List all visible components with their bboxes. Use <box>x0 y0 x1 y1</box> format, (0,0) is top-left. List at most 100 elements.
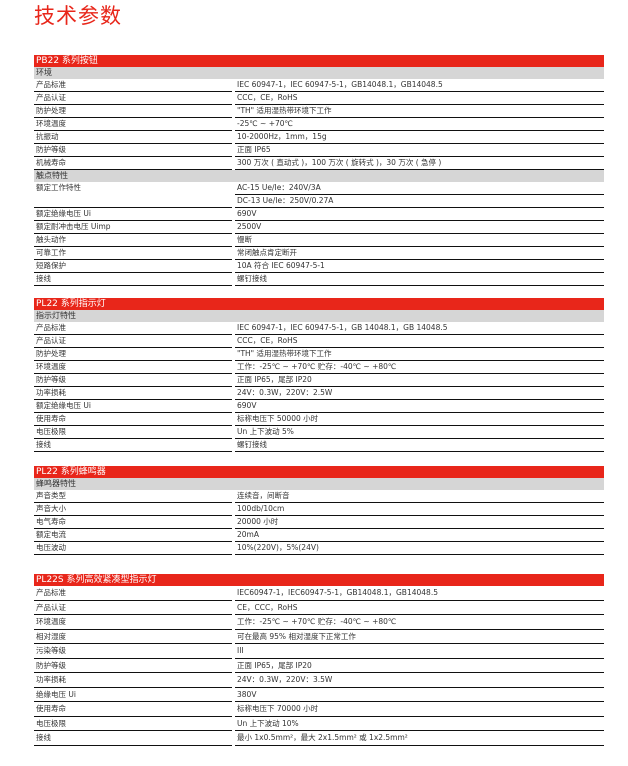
page-title: 技术参数 <box>34 4 122 28</box>
table-row: 额定电流 20mA <box>34 529 604 542</box>
spec-value: 正面 IP65，尾部 IP20 <box>235 659 604 673</box>
table-row: 抗振动 10-2000Hz，1mm，15g <box>34 131 604 144</box>
table-row: 防护等级 正面 IP65，尾部 IP20 <box>34 374 604 387</box>
table-row: 环境温度 工作：-25℃ ~ +70℃ 贮存：-40℃ ~ +80℃ <box>34 361 604 374</box>
spec-value-group: AC-15 Ue/Ie：240V/3A DC-13 Ue/Ie：250V/0.27… <box>235 182 604 208</box>
spec-label: 使用寿命 <box>34 413 232 426</box>
table-row: 产品认证 CE，CCC，RoHS <box>34 601 604 615</box>
table-row: 污染等级 III <box>34 644 604 659</box>
table-row: 短路保护 10A 符合 IEC 60947-5-1 <box>34 260 604 273</box>
spec-label: 功率损耗 <box>34 387 232 400</box>
spec-label: 产品标准 <box>34 79 232 92</box>
spec-value: 20000 小时 <box>235 516 604 529</box>
spec-label: 产品认证 <box>34 92 232 105</box>
group-subheader: 环境 <box>34 67 604 79</box>
spec-label: 相对湿度 <box>34 630 232 644</box>
spec-label: 触头动作 <box>34 234 232 247</box>
table-row: 相对湿度 可在最高 95% 相对湿度下正常工作 <box>34 630 604 644</box>
spec-value: IEC 60947-1，IEC 60947-5-1，GB14048.1，GB14… <box>235 79 604 92</box>
spec-label: 可靠工作 <box>34 247 232 260</box>
spec-label: 防护等级 <box>34 374 232 387</box>
table-row: 产品标准 IEC 60947-1，IEC 60947-5-1，GB 14048.1… <box>34 322 604 335</box>
spec-value: CCC，CE，RoHS <box>235 92 604 105</box>
spec-value: III <box>235 644 604 659</box>
spec-value: "TH" 适用湿热带环境下工作 <box>235 348 604 361</box>
spec-value: 正面 IP65 <box>235 144 604 157</box>
spec-label: 电气寿命 <box>34 516 232 529</box>
spec-value: 连续音，间断音 <box>235 490 604 503</box>
spec-label: 短路保护 <box>34 260 232 273</box>
spec-value: 可在最高 95% 相对湿度下正常工作 <box>235 630 604 644</box>
table-row: 触头动作 慢断 <box>34 234 604 247</box>
spec-value: Un 上下波动 10% <box>235 717 604 731</box>
table-row: 电压极限 Un 上下波动 5% <box>34 426 604 439</box>
spec-value: DC-13 Ue/Ie：250V/0.27A <box>235 195 604 208</box>
spec-value: IEC60947-1，IEC60947-5-1，GB14048.1，GB1404… <box>235 586 604 601</box>
spec-value: 标称电压下 50000 小时 <box>235 413 604 426</box>
spec-value: 24V：0.3W，220V：3.5W <box>235 673 604 688</box>
spec-table-pl22s-indicators: PL22S 系列高效紧凑型指示灯 产品标准 IEC60947-1，IEC60947-… <box>34 574 604 746</box>
spec-value: "TH" 适用湿热带环境下工作 <box>235 105 604 118</box>
table-row: 额定耐冲击电压 Uimp 2500V <box>34 221 604 234</box>
spec-value: IEC 60947-1，IEC 60947-5-1，GB 14048.1，GB … <box>235 322 604 335</box>
spec-value: AC-15 Ue/Ie：240V/3A <box>235 182 604 195</box>
table-row: 额定绝缘电压 Ui 690V <box>34 208 604 221</box>
spec-value: 2500V <box>235 221 604 234</box>
spec-value: 100db/10cm <box>235 503 604 516</box>
spec-table-pl22-indicators: PL22 系列指示灯 指示灯特性 产品标准 IEC 60947-1，IEC 60947… <box>34 298 604 452</box>
spec-label: 功率损耗 <box>34 673 232 688</box>
spec-label: 声音类型 <box>34 490 232 503</box>
table-row: 防护等级 正面 IP65 <box>34 144 604 157</box>
spec-value: 常闭触点肯定断开 <box>235 247 604 260</box>
table-row: 使用寿命 标称电压下 70000 小时 <box>34 702 604 717</box>
table-row: 功率损耗 24V：0.3W，220V：2.5W <box>34 387 604 400</box>
spec-label: 额定绝缘电压 Ui <box>34 400 232 413</box>
spec-value: 螺钉接线 <box>235 439 604 452</box>
spec-value: 螺钉接线 <box>235 273 604 286</box>
spec-value: 最小 1x0.5mm²，最大 2x1.5mm² 或 1x2.5mm² <box>235 731 604 746</box>
spec-label: 接线 <box>34 439 232 452</box>
spec-label: 接线 <box>34 273 232 286</box>
group-subheader: 蜂鸣器特性 <box>34 478 604 490</box>
spec-label: 抗振动 <box>34 131 232 144</box>
spec-label: 防护等级 <box>34 144 232 157</box>
spec-label: 额定绝缘电压 Ui <box>34 208 232 221</box>
spec-label: 声音大小 <box>34 503 232 516</box>
table-row: 额定绝缘电压 Ui 690V <box>34 400 604 413</box>
spec-label: 机械寿命 <box>34 157 232 170</box>
spec-label: 接线 <box>34 731 232 746</box>
spec-value: -25℃ ~ +70℃ <box>235 118 604 131</box>
spec-label: 环境温度 <box>34 615 232 630</box>
table-row: 接线 最小 1x0.5mm²，最大 2x1.5mm² 或 1x2.5mm² <box>34 731 604 746</box>
spec-label: 环境温度 <box>34 118 232 131</box>
spec-value: CE，CCC，RoHS <box>235 601 604 615</box>
table-row: 产品标准 IEC 60947-1，IEC 60947-5-1，GB14048.1，… <box>34 79 604 92</box>
table-row: 可靠工作 常闭触点肯定断开 <box>34 247 604 260</box>
table-row: 绝缘电压 Ui 380V <box>34 688 604 702</box>
table-row: 防护处理 "TH" 适用湿热带环境下工作 <box>34 105 604 118</box>
spec-label: 防护处理 <box>34 105 232 118</box>
table-row: 防护处理 "TH" 适用湿热带环境下工作 <box>34 348 604 361</box>
spec-value: 慢断 <box>235 234 604 247</box>
spec-value: 10%(220V)，5%(24V) <box>235 542 604 555</box>
spec-value: 工作：-25℃ ~ +70℃ 贮存：-40℃ ~ +80℃ <box>235 361 604 374</box>
table-row: 防护等级 正面 IP65，尾部 IP20 <box>34 659 604 673</box>
spec-value: 300 万次 ( 直动式 )，100 万次 ( 旋转式 )，30 万次 ( 急停… <box>235 157 604 170</box>
section-header: PL22 系列指示灯 <box>34 298 604 310</box>
spec-label: 污染等级 <box>34 644 232 659</box>
section-header: PL22S 系列高效紧凑型指示灯 <box>34 574 604 586</box>
spec-label: 产品标准 <box>34 322 232 335</box>
group-subheader: 触点特性 <box>34 170 604 182</box>
spec-value: Un 上下波动 5% <box>235 426 604 439</box>
group-subheader: 指示灯特性 <box>34 310 604 322</box>
spec-label: 环境温度 <box>34 361 232 374</box>
table-row: 声音大小 100db/10cm <box>34 503 604 516</box>
spec-value: 690V <box>235 208 604 221</box>
spec-value: 380V <box>235 688 604 702</box>
spec-label: 使用寿命 <box>34 702 232 717</box>
table-row: 接线 螺钉接线 <box>34 439 604 452</box>
spec-label: 电压极限 <box>34 717 232 731</box>
spec-value: 24V：0.3W，220V：2.5W <box>235 387 604 400</box>
spec-table-pl22-buzzers: PL22 系列蜂鸣器 蜂鸣器特性 声音类型 连续音，间断音 声音大小 100db/10cm… <box>34 466 604 555</box>
spec-label: 额定工作特性 <box>34 182 232 208</box>
